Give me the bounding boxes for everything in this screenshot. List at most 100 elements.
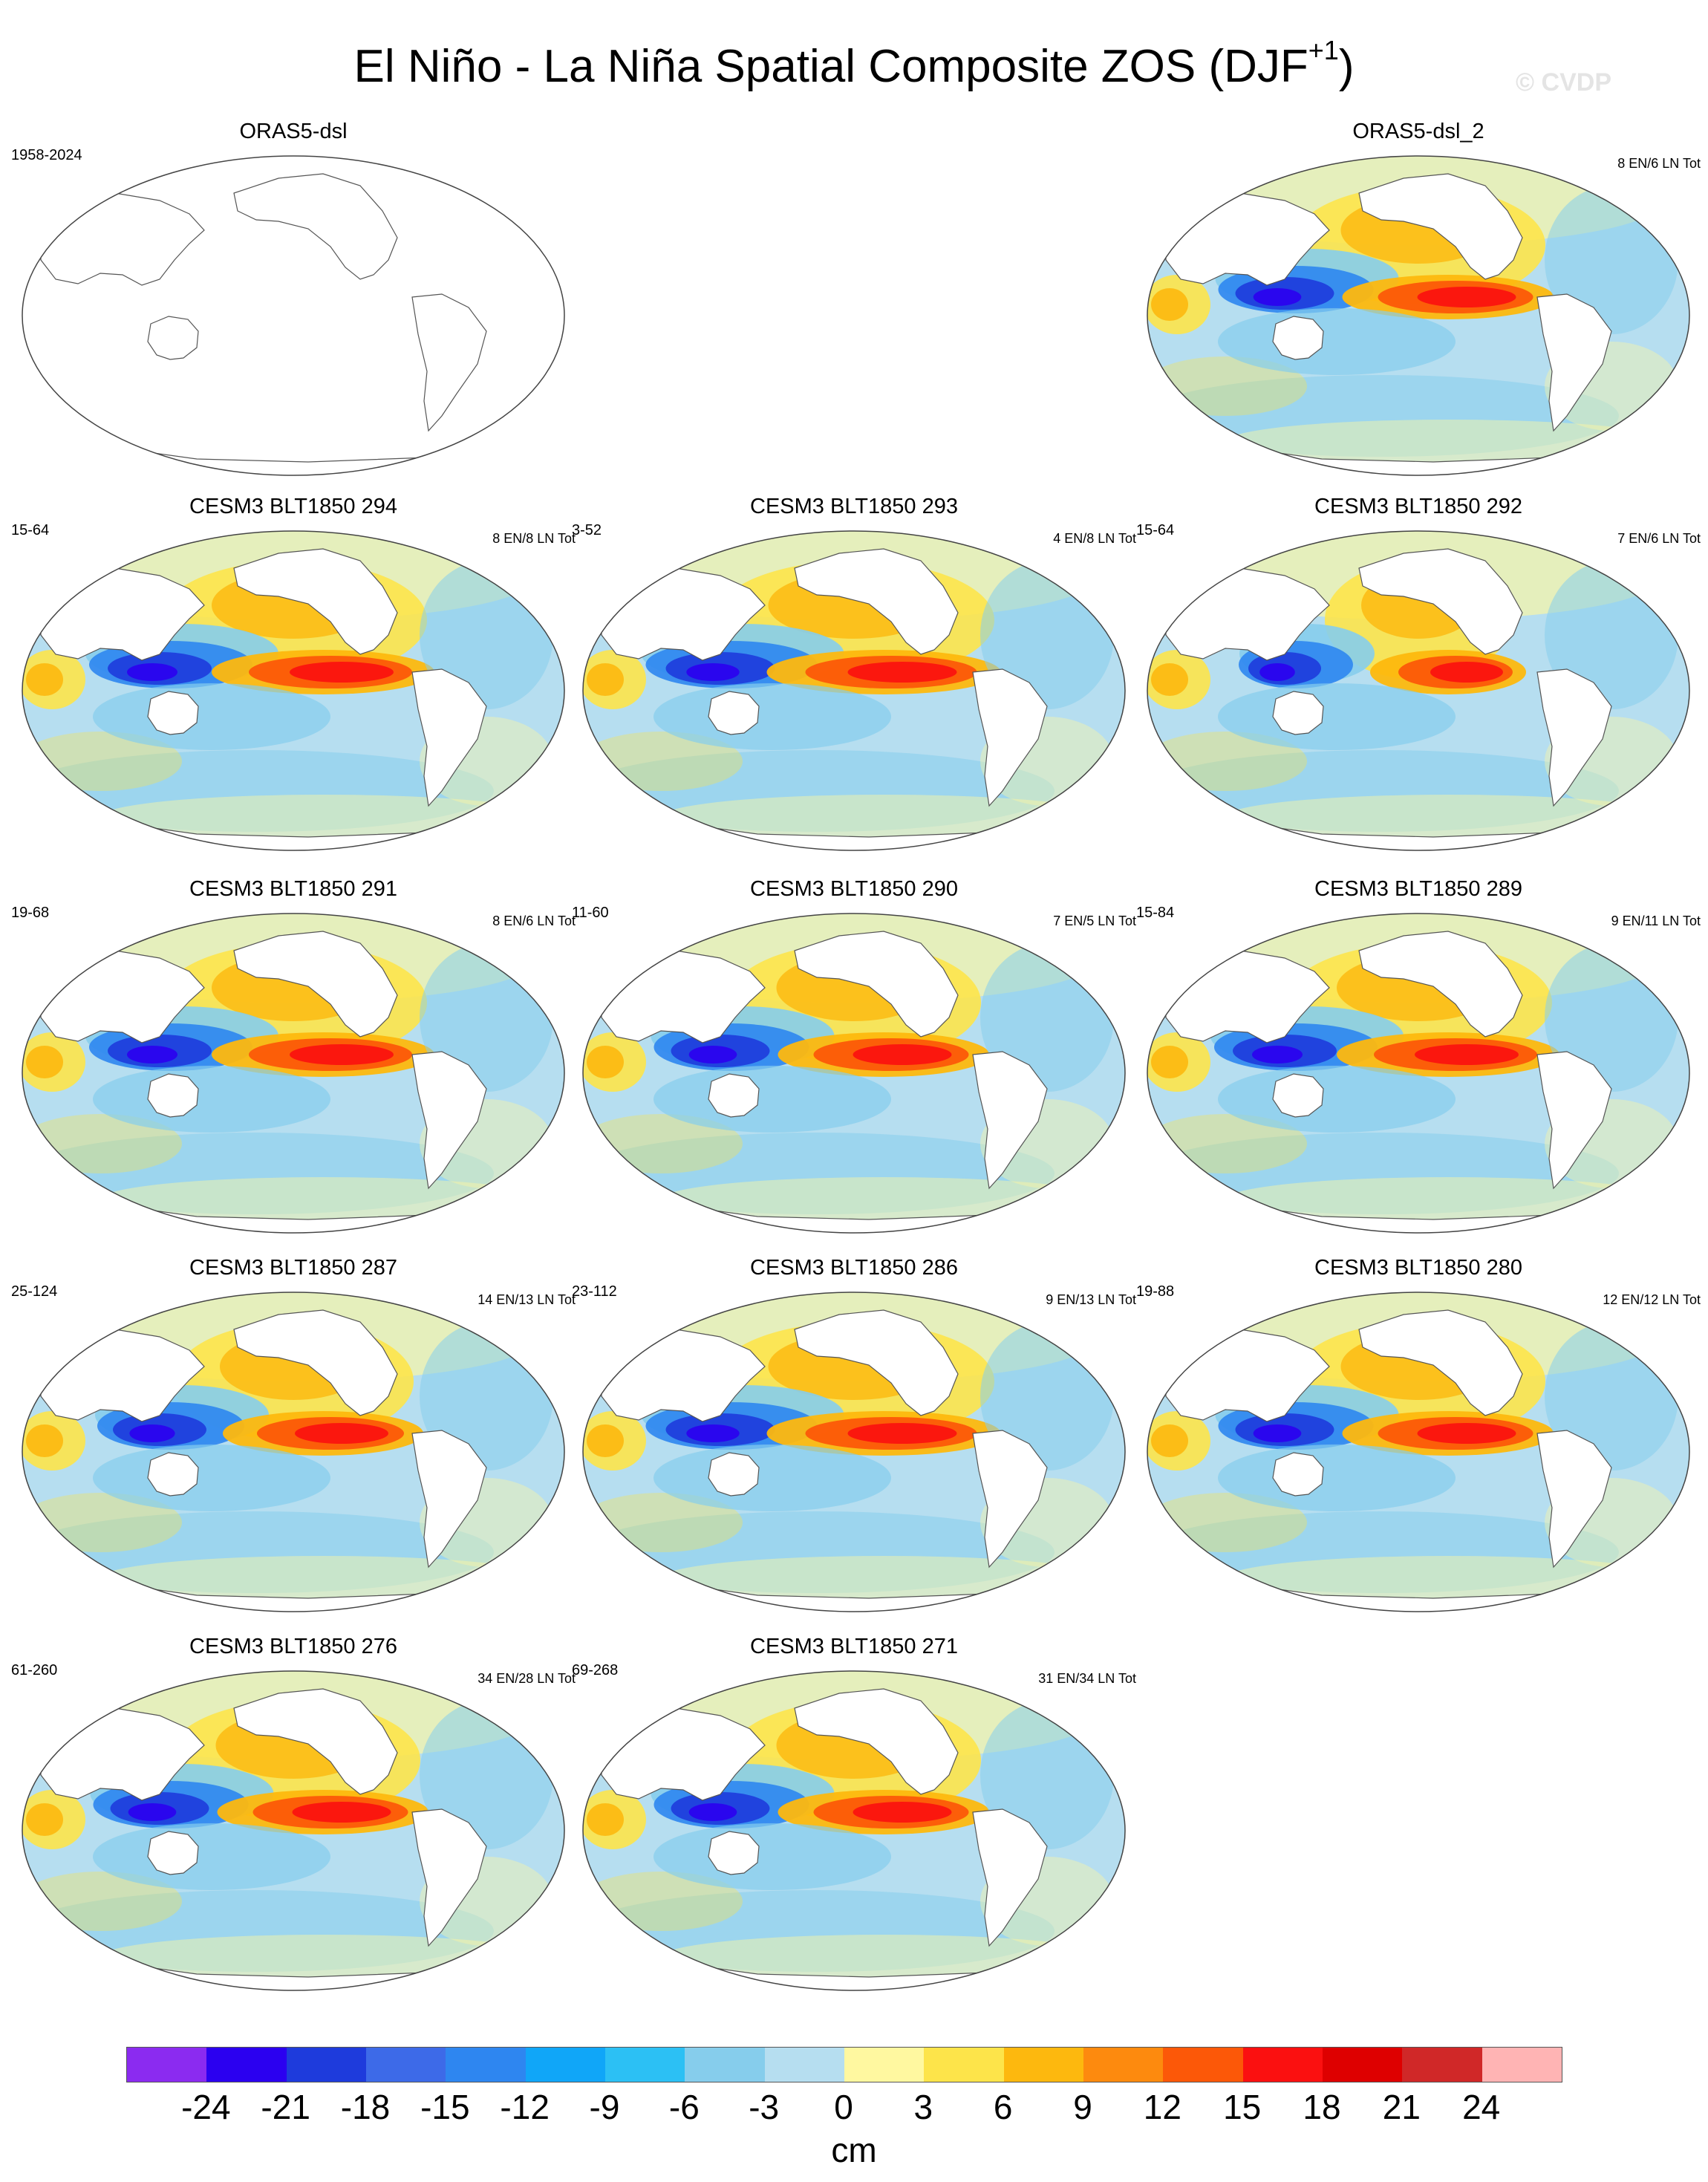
map-panel: CESM3 BLT1850 293 3-52 4 EN/8 LN Tot <box>572 494 1136 858</box>
colorbar-bin <box>206 2048 287 2082</box>
panel-year-range: 19-68 <box>11 905 50 921</box>
globe-map <box>582 1670 1126 1991</box>
panel-title: ORAS5-dsl_2 <box>1352 120 1484 143</box>
panel-year-range: 1958-2024 <box>11 147 82 163</box>
map-panel: CESM3 BLT1850 287 25-124 14 EN/13 LN Tot <box>11 1255 576 1619</box>
panel-year-range: 15-64 <box>11 522 50 538</box>
globe-map <box>22 155 565 476</box>
panel-title: CESM3 BLT1850 293 <box>750 495 958 518</box>
colorbar-tick-label: 3 <box>913 2088 933 2126</box>
colorbar-tick-label: -6 <box>668 2088 700 2126</box>
panel-year-range: 23-112 <box>572 1283 617 1300</box>
colorbar-tick-label: 21 <box>1382 2088 1421 2126</box>
colorbar-bin <box>1083 2048 1164 2082</box>
panel-title: CESM3 BLT1850 289 <box>1314 877 1522 901</box>
globe-map <box>22 1670 565 1991</box>
map-panel: CESM3 BLT1850 294 15-64 8 EN/8 LN Tot <box>11 494 576 858</box>
colorbar-bin <box>844 2048 925 2082</box>
panel-title: CESM3 BLT1850 294 <box>189 495 397 518</box>
colorbar-tick-label: 6 <box>993 2088 1013 2126</box>
map-panel: ORAS5-dsl 1958-2024 <box>11 119 576 483</box>
map-panel: CESM3 BLT1850 271 69-268 31 EN/34 LN Tot <box>572 1634 1136 1998</box>
panel-title: CESM3 BLT1850 280 <box>1314 1256 1522 1280</box>
colorbar-bin <box>604 2048 685 2082</box>
colorbar-tick-label: -24 <box>181 2088 231 2126</box>
colorbar-bin <box>1402 2048 1482 2082</box>
map-panel: CESM3 BLT1850 289 15-84 9 EN/11 LN Tot <box>1136 876 1701 1240</box>
colorbar-tick-label: 12 <box>1143 2088 1181 2126</box>
panel-year-range: 25-124 <box>11 1283 58 1300</box>
globe-map <box>1147 155 1690 476</box>
globe-map <box>22 913 565 1234</box>
panel-title: CESM3 BLT1850 287 <box>189 1256 397 1280</box>
map-panel: ORAS5-dsl_2 8 EN/6 LN Tot <box>1136 119 1701 483</box>
colorbar-bin <box>1322 2048 1403 2082</box>
panel-event-count: 8 EN/6 LN Tot <box>1617 156 1701 171</box>
map-panel: CESM3 BLT1850 276 61-260 34 EN/28 LN Tot <box>11 1634 576 1998</box>
panel-event-count: 12 EN/12 LN Tot <box>1603 1292 1701 1307</box>
globe-map <box>1147 530 1690 851</box>
panel-title: CESM3 BLT1850 286 <box>750 1256 958 1280</box>
panel-year-range: 69-268 <box>572 1662 619 1678</box>
colorbar-tick-label: -9 <box>589 2088 620 2126</box>
colorbar-unit-label: cm <box>831 2131 877 2169</box>
colorbar-tick-label: -12 <box>500 2088 550 2126</box>
colorbar-tick-label: 9 <box>1073 2088 1092 2126</box>
globe-map <box>1147 1292 1690 1612</box>
panel-event-count: 8 EN/6 LN Tot <box>492 913 576 928</box>
colorbar-tick-label: 15 <box>1223 2088 1262 2126</box>
map-panel: CESM3 BLT1850 280 19-88 12 EN/12 LN Tot <box>1136 1255 1701 1619</box>
panel-title: ORAS5-dsl <box>239 120 348 143</box>
panel-title: CESM3 BLT1850 292 <box>1314 495 1522 518</box>
colorbar-tick-label: -3 <box>749 2088 780 2126</box>
panel-title: CESM3 BLT1850 271 <box>750 1635 958 1658</box>
globe-map <box>582 913 1126 1234</box>
panel-event-count: 7 EN/6 LN Tot <box>1617 531 1701 546</box>
colorbar-bin <box>1003 2048 1083 2082</box>
colorbar-bin <box>1482 2048 1562 2082</box>
colorbar-tick-label: 0 <box>834 2088 853 2126</box>
colorbar-bin <box>286 2048 366 2082</box>
colorbar-bin <box>1163 2048 1243 2082</box>
globe-map <box>22 530 565 851</box>
colorbar <box>126 2047 1562 2082</box>
page-title: El Niño - La Niña Spatial Composite ZOS … <box>353 35 1355 92</box>
colorbar-bin <box>764 2048 844 2082</box>
panel-event-count: 9 EN/11 LN Tot <box>1611 913 1701 928</box>
panel-year-range: 61-260 <box>11 1662 58 1678</box>
panel-event-count: 8 EN/8 LN Tot <box>492 531 576 546</box>
colorbar-tick-label: -15 <box>420 2088 470 2126</box>
panel-event-count: 34 EN/28 LN Tot <box>477 1671 576 1686</box>
panel-event-count: 7 EN/5 LN Tot <box>1053 913 1136 928</box>
panel-year-range: 15-64 <box>1136 522 1175 538</box>
cvdp-watermark: © CVDP <box>1516 68 1611 97</box>
globe-map <box>1147 913 1690 1234</box>
panel-event-count: 9 EN/13 LN Tot <box>1046 1292 1136 1307</box>
panel-year-range: 11-60 <box>572 905 609 921</box>
colorbar-bin <box>127 2048 207 2082</box>
panel-year-range: 19-88 <box>1136 1283 1175 1300</box>
panel-event-count: 31 EN/34 LN Tot <box>1038 1671 1136 1686</box>
colorbar-tick-label: 24 <box>1462 2088 1501 2126</box>
map-panel: CESM3 BLT1850 292 15-64 7 EN/6 LN Tot <box>1136 494 1701 858</box>
colorbar-bin <box>525 2048 605 2082</box>
colorbar-bin <box>685 2048 765 2082</box>
colorbar-tick-label: -18 <box>340 2088 391 2126</box>
panel-event-count: 14 EN/13 LN Tot <box>477 1292 576 1307</box>
colorbar-bin <box>924 2048 1004 2082</box>
colorbar-tick-label: 18 <box>1303 2088 1341 2126</box>
globe-map <box>22 1292 565 1612</box>
panel-year-range: 3-52 <box>572 522 602 538</box>
map-panel: CESM3 BLT1850 290 11-60 7 EN/5 LN Tot <box>572 876 1136 1240</box>
panel-title: CESM3 BLT1850 291 <box>189 877 397 901</box>
colorbar-tick-label: -21 <box>261 2088 310 2126</box>
globe-map <box>582 1292 1126 1612</box>
colorbar-bin <box>446 2048 526 2082</box>
map-panel: CESM3 BLT1850 286 23-112 9 EN/13 LN Tot <box>572 1255 1136 1619</box>
map-panel: CESM3 BLT1850 291 19-68 8 EN/6 LN Tot <box>11 876 576 1240</box>
panel-title: CESM3 BLT1850 290 <box>750 877 958 901</box>
globe-map <box>582 530 1126 851</box>
panel-year-range: 15-84 <box>1136 905 1175 921</box>
colorbar-bin <box>365 2048 446 2082</box>
panel-event-count: 4 EN/8 LN Tot <box>1053 531 1136 546</box>
